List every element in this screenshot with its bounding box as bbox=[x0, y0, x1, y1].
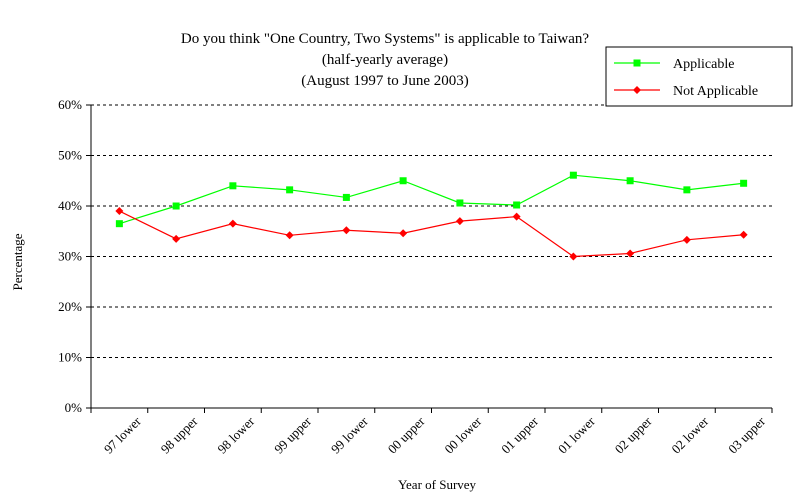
data-point-applicable bbox=[513, 201, 521, 209]
legend-marker-not-applicable bbox=[633, 86, 641, 94]
data-point-not-applicable bbox=[172, 234, 181, 243]
y-tick-label: 10% bbox=[58, 350, 82, 365]
y-tick-labels: 0% 10% 20% 30% 40% 50% 60% bbox=[58, 97, 82, 415]
legend-box bbox=[605, 46, 793, 107]
x-tick-label: 02 lower bbox=[668, 413, 712, 457]
data-point-not-applicable bbox=[228, 219, 237, 228]
data-point-not-applicable bbox=[626, 249, 635, 258]
data-point-applicable bbox=[626, 177, 634, 185]
y-tick-label: 60% bbox=[58, 97, 82, 112]
data-point-not-applicable bbox=[115, 207, 124, 216]
y-tick-label: 30% bbox=[58, 249, 82, 264]
axes bbox=[90, 105, 773, 413]
data-point-applicable bbox=[740, 179, 748, 187]
data-point-applicable bbox=[172, 202, 180, 210]
x-tick-labels: 97 lower 98 upper 98 lower 99 upper 99 lower… bbox=[101, 413, 769, 457]
series-line-applicable bbox=[119, 174, 744, 225]
y-axis-label: Percentage bbox=[10, 233, 25, 290]
data-point-applicable bbox=[456, 199, 464, 207]
data-point-applicable bbox=[399, 177, 407, 185]
data-point-applicable bbox=[229, 182, 237, 190]
x-tick-label: 98 upper bbox=[158, 413, 202, 457]
data-point-not-applicable bbox=[399, 229, 408, 238]
x-tick-label: 99 upper bbox=[271, 413, 315, 457]
x-tick-label: 99 lower bbox=[328, 413, 372, 457]
series-line-not-applicable bbox=[119, 210, 744, 258]
x-axis-label: Year of Survey bbox=[398, 477, 477, 492]
x-tick-label: 97 lower bbox=[101, 413, 145, 457]
legend-label-not-applicable: Not Applicable bbox=[673, 84, 758, 99]
data-point-not-applicable bbox=[285, 231, 294, 240]
x-tick-label: 02 upper bbox=[612, 413, 656, 457]
y-tick-label: 20% bbox=[58, 299, 82, 314]
data-point-not-applicable bbox=[569, 252, 578, 261]
data-point-not-applicable bbox=[739, 230, 748, 239]
x-tick-label: 00 upper bbox=[385, 413, 429, 457]
data-point-applicable bbox=[342, 193, 350, 201]
x-tick-label: 98 lower bbox=[214, 413, 258, 457]
data-point-not-applicable bbox=[342, 226, 351, 235]
series-not-applicable bbox=[115, 207, 748, 261]
chart-title-line-2: (half-yearly average) bbox=[322, 52, 448, 68]
chart-title-line-3: (August 1997 to June 2003) bbox=[301, 73, 469, 89]
grid bbox=[86, 104, 772, 409]
x-tick-label: 01 upper bbox=[498, 413, 542, 457]
data-point-applicable bbox=[115, 220, 123, 228]
chart-title: Do you think "One Country, Two Systems" … bbox=[181, 31, 589, 89]
x-tick-label: 00 lower bbox=[441, 413, 485, 457]
data-point-applicable bbox=[286, 186, 294, 194]
legend-label-applicable: Applicable bbox=[673, 57, 734, 72]
data-point-applicable bbox=[569, 171, 577, 179]
legend-marker-applicable bbox=[633, 59, 641, 67]
legend: Applicable Not Applicable bbox=[605, 46, 793, 107]
data-point-not-applicable bbox=[512, 212, 521, 221]
series-group bbox=[115, 171, 748, 261]
data-point-not-applicable bbox=[682, 235, 691, 244]
data-point-applicable bbox=[683, 186, 691, 194]
data-point-not-applicable bbox=[455, 217, 464, 226]
chart-title-line-1: Do you think "One Country, Two Systems" … bbox=[181, 31, 589, 47]
y-tick-label: 40% bbox=[58, 198, 82, 213]
x-tick-label: 01 lower bbox=[555, 413, 599, 457]
y-tick-label: 0% bbox=[65, 400, 83, 415]
x-tick-label: 03 upper bbox=[725, 413, 769, 457]
series-applicable bbox=[115, 171, 748, 228]
y-tick-label: 50% bbox=[58, 148, 82, 163]
